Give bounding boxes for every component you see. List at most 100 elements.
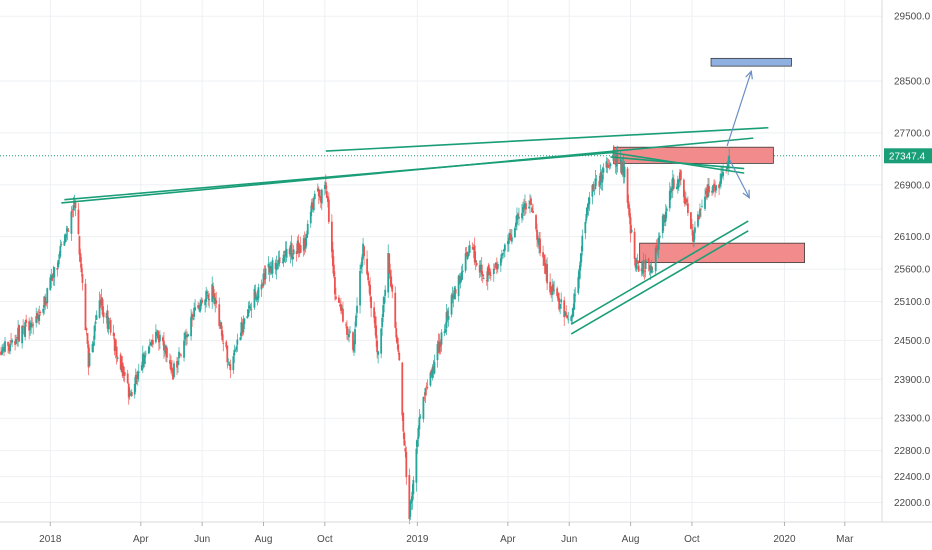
candle-body xyxy=(518,216,520,219)
candle xyxy=(263,265,266,284)
candle-body xyxy=(239,337,242,341)
candle xyxy=(636,253,639,264)
candle-body xyxy=(609,163,612,167)
candle xyxy=(106,304,109,333)
candle xyxy=(114,339,117,359)
candle xyxy=(213,289,216,306)
candle xyxy=(439,339,442,355)
candle-body xyxy=(481,273,484,277)
candle-body xyxy=(553,289,556,291)
candle-body xyxy=(670,187,673,191)
candle-body xyxy=(207,294,210,299)
candle xyxy=(621,157,624,177)
candle xyxy=(708,177,710,197)
candle-body xyxy=(170,362,172,371)
candle-body xyxy=(488,271,491,275)
candle-body xyxy=(503,244,506,251)
candle xyxy=(694,221,696,240)
candle xyxy=(205,286,208,308)
candle xyxy=(43,295,46,315)
candle-body xyxy=(318,196,321,198)
candle-body xyxy=(327,199,330,222)
candle xyxy=(78,235,81,262)
candle xyxy=(376,335,379,359)
candle xyxy=(255,293,258,303)
candle xyxy=(101,297,104,317)
candle xyxy=(620,159,623,175)
x-tick-label: 2018 xyxy=(39,534,62,545)
candle xyxy=(187,333,189,337)
last-price-label-group[interactable]: 27347.4 xyxy=(884,148,932,164)
candle xyxy=(65,225,68,242)
candle-body xyxy=(391,284,394,292)
candle xyxy=(16,337,18,347)
candle-body xyxy=(87,344,90,368)
candle xyxy=(447,307,450,327)
candle xyxy=(664,204,667,227)
candle-body xyxy=(599,173,602,185)
candle xyxy=(417,425,420,447)
candle xyxy=(635,257,638,272)
candle-body xyxy=(543,255,545,266)
candle xyxy=(183,332,185,362)
candle xyxy=(559,303,562,315)
candle-body xyxy=(487,264,490,272)
candle-body xyxy=(450,295,453,315)
candle-body xyxy=(691,227,693,229)
candle xyxy=(108,317,111,324)
projection-arrow xyxy=(728,158,750,200)
candle-body xyxy=(221,330,224,341)
candle xyxy=(302,234,305,257)
candle xyxy=(516,207,518,231)
candle xyxy=(14,334,16,351)
candle xyxy=(296,236,299,254)
candle-body xyxy=(384,289,387,296)
candle xyxy=(574,287,577,303)
candle-body xyxy=(35,316,38,323)
candle xyxy=(486,266,489,291)
candle-body xyxy=(309,211,312,224)
candle xyxy=(641,260,644,276)
candle xyxy=(367,270,369,283)
candle-body xyxy=(598,180,601,187)
x-tick-label: Apr xyxy=(500,534,516,545)
candle-body xyxy=(60,244,63,245)
candle xyxy=(49,274,52,291)
candle xyxy=(122,365,125,382)
candle-body xyxy=(433,361,436,374)
candle xyxy=(700,208,702,218)
candle xyxy=(429,371,432,387)
candle-body xyxy=(123,372,126,376)
candle xyxy=(609,162,612,169)
projection-arrows-layer xyxy=(726,70,753,200)
candle-body xyxy=(158,337,160,343)
candle-body xyxy=(243,318,246,324)
candle-body xyxy=(620,161,623,174)
candle xyxy=(77,203,80,236)
candle-body xyxy=(77,209,80,234)
candle-body xyxy=(671,177,674,190)
candle-body xyxy=(436,344,439,361)
candle-body xyxy=(42,308,45,313)
candle xyxy=(221,325,224,343)
candle xyxy=(354,321,356,353)
candle-body xyxy=(416,440,419,447)
candle xyxy=(352,330,354,353)
candle xyxy=(201,298,204,304)
arrow-shaft xyxy=(728,158,750,199)
candle xyxy=(591,183,594,205)
candle xyxy=(59,239,62,258)
candle-body xyxy=(431,367,434,378)
candle-body xyxy=(628,208,631,218)
candle-body xyxy=(150,339,153,342)
candle xyxy=(363,244,365,266)
candle-body xyxy=(78,236,81,255)
y-tick-label: 22400.0 xyxy=(894,472,931,483)
candle xyxy=(699,203,701,219)
candle xyxy=(707,178,709,199)
candle-body xyxy=(113,338,116,351)
candle xyxy=(165,344,167,362)
candle-body xyxy=(122,372,125,376)
candle xyxy=(453,286,456,300)
